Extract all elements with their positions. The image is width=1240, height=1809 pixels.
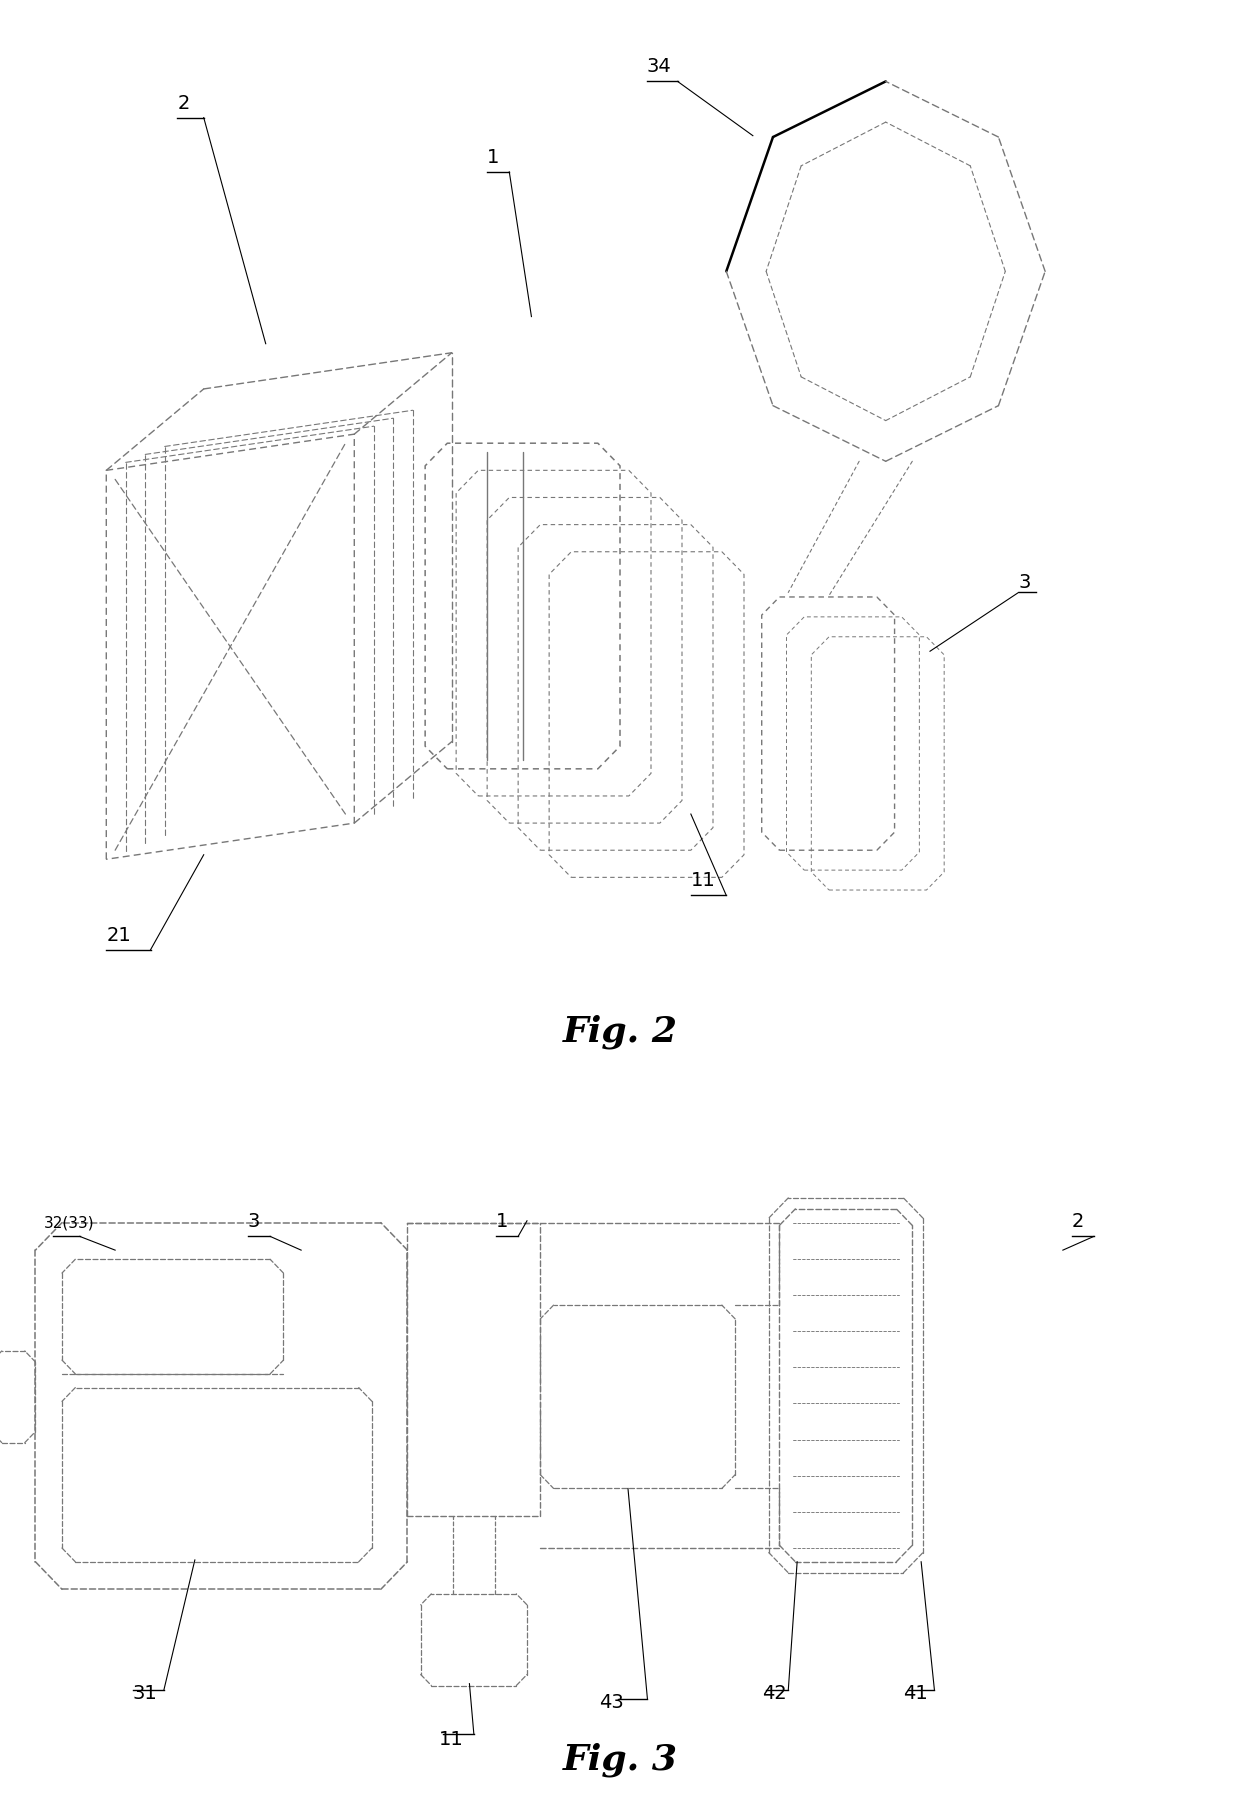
Text: 42: 42 [761,1684,786,1704]
Text: 34: 34 [646,58,671,76]
Text: 11: 11 [439,1729,464,1749]
Text: 21: 21 [107,926,131,944]
Text: 1: 1 [496,1212,508,1232]
Text: Fig. 2: Fig. 2 [563,1015,677,1049]
Text: 43: 43 [599,1693,624,1713]
Text: 41: 41 [904,1684,929,1704]
Text: 2: 2 [177,94,190,112]
Text: 2: 2 [1071,1212,1084,1232]
Text: 11: 11 [691,872,715,890]
Text: 31: 31 [133,1684,157,1704]
Text: 3: 3 [248,1212,260,1232]
Text: 3: 3 [1018,573,1030,592]
Text: 1: 1 [487,148,500,166]
Text: 32(33): 32(33) [45,1216,95,1230]
Text: Fig. 3: Fig. 3 [563,1742,677,1776]
